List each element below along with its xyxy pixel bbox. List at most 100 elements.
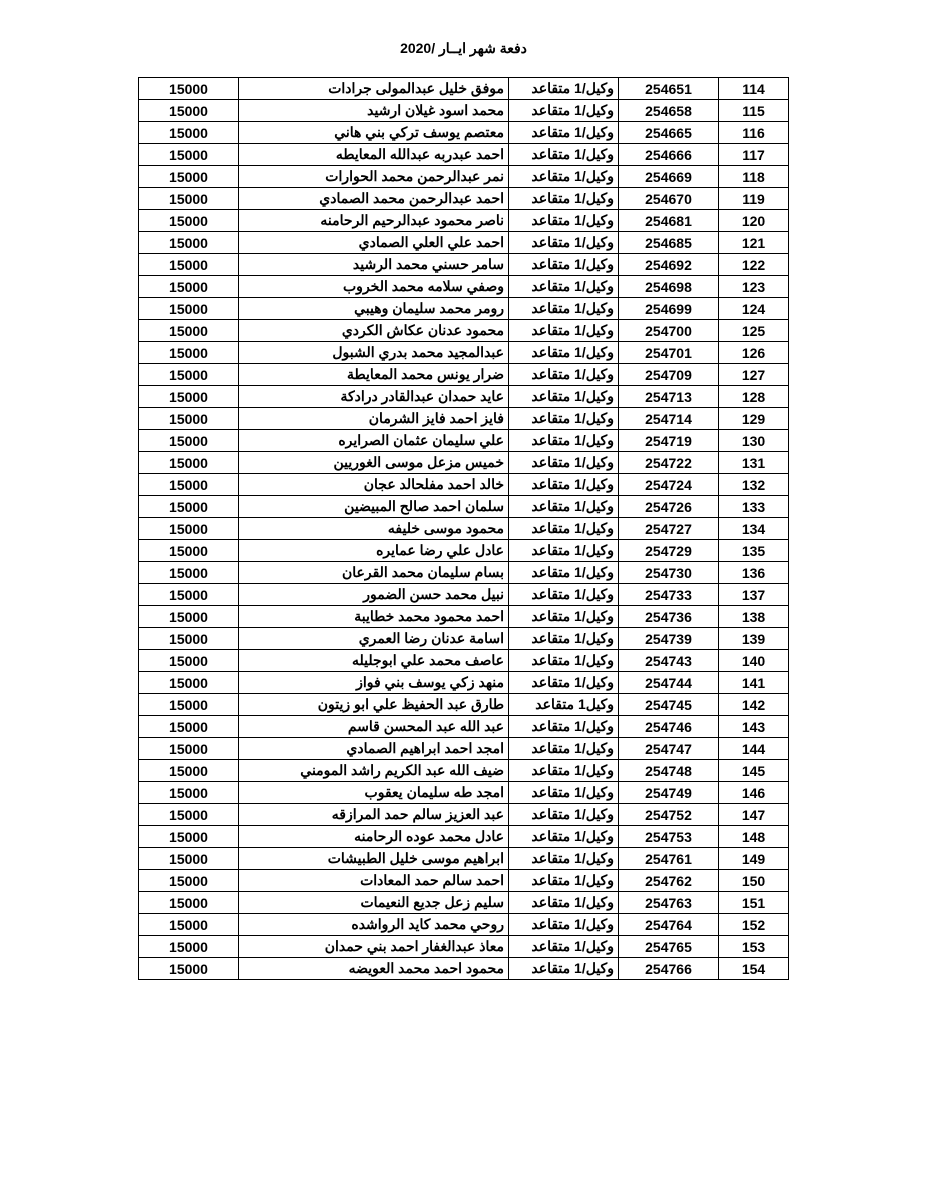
id-cell: 254766	[619, 958, 719, 980]
data-table: 114254651وكيل/1 متقاعدموفق خليل عبدالمول…	[138, 77, 789, 980]
amount-cell: 15000	[139, 320, 239, 342]
seq-cell: 118	[719, 166, 789, 188]
seq-cell: 119	[719, 188, 789, 210]
id-cell: 254746	[619, 716, 719, 738]
name-cell: فايز احمد فايز الشرمان	[239, 408, 509, 430]
id-cell: 254744	[619, 672, 719, 694]
seq-cell: 130	[719, 430, 789, 452]
amount-cell: 15000	[139, 364, 239, 386]
name-cell: خالد احمد مفلحالد عجان	[239, 474, 509, 496]
seq-cell: 136	[719, 562, 789, 584]
rank-cell: وكيل/1 متقاعد	[509, 628, 619, 650]
amount-cell: 15000	[139, 936, 239, 958]
table-row: 118254669وكيل/1 متقاعدنمر عبدالرحمن محمد…	[139, 166, 789, 188]
rank-cell: وكيل/1 متقاعد	[509, 518, 619, 540]
seq-cell: 147	[719, 804, 789, 826]
rank-cell: وكيل/1 متقاعد	[509, 826, 619, 848]
amount-cell: 15000	[139, 78, 239, 100]
table-row: 131254722وكيل/1 متقاعدخميس مزعل موسى الغ…	[139, 452, 789, 474]
rank-cell: وكيل/1 متقاعد	[509, 232, 619, 254]
table-row: 143254746وكيل/1 متقاعدعبد الله عبد المحس…	[139, 716, 789, 738]
seq-cell: 129	[719, 408, 789, 430]
seq-cell: 139	[719, 628, 789, 650]
id-cell: 254724	[619, 474, 719, 496]
name-cell: بسام سليمان محمد القرعان	[239, 562, 509, 584]
rank-cell: وكيل/1 متقاعد	[509, 848, 619, 870]
table-row: 135254729وكيل/1 متقاعدعادل علي رضا عماير…	[139, 540, 789, 562]
amount-cell: 15000	[139, 298, 239, 320]
name-cell: سامر حسني محمد الرشيد	[239, 254, 509, 276]
amount-cell: 15000	[139, 430, 239, 452]
name-cell: رومر محمد سليمان وهيبي	[239, 298, 509, 320]
id-cell: 254753	[619, 826, 719, 848]
table-row: 115254658وكيل/1 متقاعدمحمد اسود غيلان ار…	[139, 100, 789, 122]
seq-cell: 148	[719, 826, 789, 848]
id-cell: 254729	[619, 540, 719, 562]
name-cell: احمد سالم حمد المعادات	[239, 870, 509, 892]
seq-cell: 126	[719, 342, 789, 364]
id-cell: 254726	[619, 496, 719, 518]
name-cell: طارق عبد الحفيظ علي ابو زيتون	[239, 694, 509, 716]
table-row: 141254744وكيل/1 متقاعدمنهد زكي يوسف بني …	[139, 672, 789, 694]
id-cell: 254752	[619, 804, 719, 826]
table-row: 123254698وكيل/1 متقاعدوصفي سلامه محمد ال…	[139, 276, 789, 298]
amount-cell: 15000	[139, 892, 239, 914]
rank-cell: وكيل/1 متقاعد	[509, 650, 619, 672]
table-row: 117254666وكيل/1 متقاعداحمد عبدربه عبدالل…	[139, 144, 789, 166]
seq-cell: 131	[719, 452, 789, 474]
id-cell: 254700	[619, 320, 719, 342]
amount-cell: 15000	[139, 100, 239, 122]
amount-cell: 15000	[139, 254, 239, 276]
id-cell: 254749	[619, 782, 719, 804]
id-cell: 254730	[619, 562, 719, 584]
id-cell: 254665	[619, 122, 719, 144]
seq-cell: 153	[719, 936, 789, 958]
rank-cell: وكيل/1 متقاعد	[509, 276, 619, 298]
amount-cell: 15000	[139, 496, 239, 518]
seq-cell: 137	[719, 584, 789, 606]
name-cell: عاصف محمد علي ابوجليله	[239, 650, 509, 672]
name-cell: عادل محمد عوده الرحامنه	[239, 826, 509, 848]
rank-cell: وكيل/1 متقاعد	[509, 188, 619, 210]
amount-cell: 15000	[139, 650, 239, 672]
id-cell: 254745	[619, 694, 719, 716]
amount-cell: 15000	[139, 584, 239, 606]
rank-cell: وكيل/1 متقاعد	[509, 298, 619, 320]
amount-cell: 15000	[139, 276, 239, 298]
table-row: 144254747وكيل/1 متقاعدامجد احمد ابراهيم …	[139, 738, 789, 760]
rank-cell: وكيل/1 متقاعد	[509, 144, 619, 166]
table-row: 153254765وكيل/1 متقاعدمعاذ عبدالغفار احم…	[139, 936, 789, 958]
seq-cell: 117	[719, 144, 789, 166]
seq-cell: 143	[719, 716, 789, 738]
id-cell: 254699	[619, 298, 719, 320]
rank-cell: وكيل/1 متقاعد	[509, 254, 619, 276]
seq-cell: 142	[719, 694, 789, 716]
name-cell: موفق خليل عبدالمولى جرادات	[239, 78, 509, 100]
table-row: 154254766وكيل/1 متقاعدمحمود احمد محمد ال…	[139, 958, 789, 980]
amount-cell: 15000	[139, 386, 239, 408]
name-cell: محمود احمد محمد العويضه	[239, 958, 509, 980]
seq-cell: 151	[719, 892, 789, 914]
table-row: 146254749وكيل/1 متقاعدامجد طه سليمان يعق…	[139, 782, 789, 804]
amount-cell: 15000	[139, 122, 239, 144]
table-row: 130254719وكيل/1 متقاعدعلي سليمان عثمان ا…	[139, 430, 789, 452]
name-cell: علي سليمان عثمان الصرايره	[239, 430, 509, 452]
table-row: 128254713وكيل/1 متقاعدعايد حمدان عبدالقا…	[139, 386, 789, 408]
seq-cell: 138	[719, 606, 789, 628]
amount-cell: 15000	[139, 848, 239, 870]
table-row: 137254733وكيل/1 متقاعدنبيل محمد حسن الضم…	[139, 584, 789, 606]
amount-cell: 15000	[139, 408, 239, 430]
amount-cell: 15000	[139, 562, 239, 584]
rank-cell: وكيل/1 متقاعد	[509, 958, 619, 980]
rank-cell: وكيل/1 متقاعد	[509, 540, 619, 562]
rank-cell: وكيل/1 متقاعد	[509, 496, 619, 518]
amount-cell: 15000	[139, 804, 239, 826]
id-cell: 254692	[619, 254, 719, 276]
table-row: 149254761وكيل/1 متقاعدابراهيم موسى خليل …	[139, 848, 789, 870]
rank-cell: وكيل/1 متقاعد	[509, 210, 619, 232]
seq-cell: 120	[719, 210, 789, 232]
name-cell: ابراهيم موسى خليل الطبيشات	[239, 848, 509, 870]
rank-cell: وكيل/1 متقاعد	[509, 782, 619, 804]
id-cell: 254736	[619, 606, 719, 628]
id-cell: 254666	[619, 144, 719, 166]
